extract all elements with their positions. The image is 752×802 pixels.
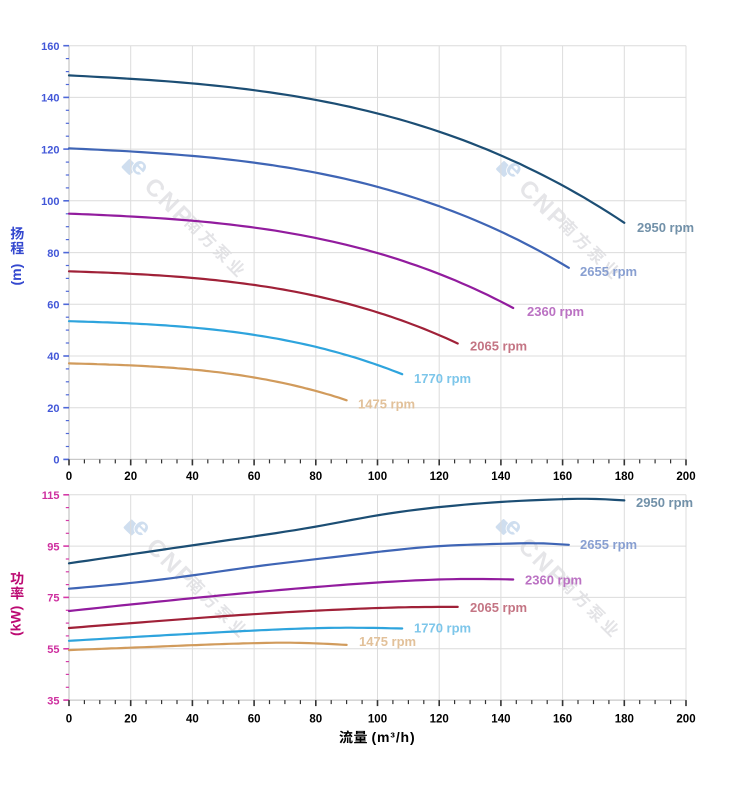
svg-text:20: 20 [124, 713, 137, 725]
svg-text:40: 40 [186, 471, 199, 483]
svg-text:0: 0 [66, 713, 72, 725]
svg-text:180: 180 [615, 471, 634, 483]
svg-text:140: 140 [491, 713, 510, 725]
svg-text:140: 140 [491, 471, 510, 483]
svg-text:75: 75 [47, 593, 59, 605]
svg-text:140: 140 [41, 93, 59, 105]
svg-text:20: 20 [47, 403, 59, 415]
svg-text:(kW): (kW) [7, 606, 23, 636]
svg-text:160: 160 [41, 41, 59, 53]
svg-text:120: 120 [41, 144, 59, 156]
svg-text:(m³/h): (m³/h) [372, 729, 416, 745]
svg-text:95: 95 [47, 541, 59, 553]
svg-text:35: 35 [47, 695, 59, 707]
svg-text:1475 rpm: 1475 rpm [358, 397, 415, 412]
svg-text:2950 rpm: 2950 rpm [636, 495, 693, 510]
svg-text:2950 rpm: 2950 rpm [637, 220, 694, 235]
svg-text:1475 rpm: 1475 rpm [359, 634, 416, 649]
svg-text:0: 0 [53, 455, 59, 467]
svg-text:40: 40 [47, 351, 59, 363]
svg-text:1770 rpm: 1770 rpm [414, 621, 471, 636]
svg-text:60: 60 [47, 300, 59, 312]
svg-text:160: 160 [553, 471, 572, 483]
svg-text:200: 200 [676, 713, 695, 725]
svg-text:100: 100 [41, 196, 59, 208]
svg-text:120: 120 [430, 471, 449, 483]
svg-text:2360 rpm: 2360 rpm [527, 304, 584, 319]
svg-text:2655 rpm: 2655 rpm [580, 537, 637, 552]
svg-text:(m): (m) [8, 264, 24, 286]
svg-text:120: 120 [430, 713, 449, 725]
svg-text:80: 80 [309, 471, 322, 483]
svg-text:115: 115 [42, 490, 60, 502]
svg-text:60: 60 [248, 471, 261, 483]
svg-text:20: 20 [124, 471, 137, 483]
svg-text:55: 55 [47, 644, 59, 656]
svg-text:1770 rpm: 1770 rpm [414, 371, 471, 386]
svg-text:80: 80 [309, 713, 322, 725]
svg-text:2065 rpm: 2065 rpm [470, 600, 527, 615]
svg-text:100: 100 [368, 471, 387, 483]
svg-text:60: 60 [248, 713, 261, 725]
svg-text:80: 80 [47, 248, 59, 260]
svg-text:160: 160 [553, 713, 572, 725]
svg-text:2655 rpm: 2655 rpm [580, 264, 637, 279]
svg-text:40: 40 [186, 713, 199, 725]
svg-text:2065 rpm: 2065 rpm [470, 339, 527, 354]
svg-text:200: 200 [676, 471, 695, 483]
svg-text:2360 rpm: 2360 rpm [525, 573, 582, 588]
svg-text:0: 0 [66, 471, 72, 483]
svg-text:180: 180 [615, 713, 634, 725]
svg-text:100: 100 [368, 713, 387, 725]
